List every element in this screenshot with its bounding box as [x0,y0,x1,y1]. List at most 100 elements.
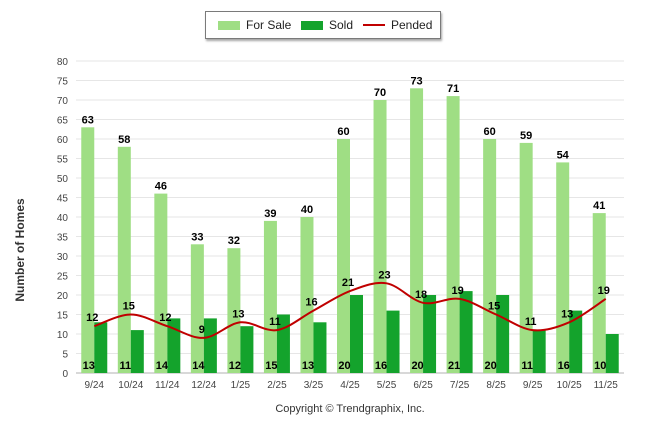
x-tick-label: 10/24 [118,380,143,391]
for-sale-value-label: 40 [301,204,313,216]
legend-label-sold: Sold [329,18,354,32]
y-tick-label: 70 [57,96,69,107]
sold-value-label: 20 [338,360,350,372]
x-tick-label: 4/25 [340,380,360,391]
pended-value-label: 13 [561,308,573,320]
y-tick-label: 35 [57,233,69,244]
for-sale-value-label: 32 [228,235,240,247]
x-tick-label: 11/24 [155,380,180,391]
sold-bar [532,330,546,373]
x-tick-label: 3/25 [304,380,324,391]
y-tick-label: 5 [62,350,68,361]
x-tick-label: 2/25 [267,380,287,391]
for-sale-value-label: 41 [593,200,605,212]
pended-line [93,281,607,339]
pended-series [93,281,607,339]
pended-value-label: 9 [199,324,205,336]
sold-bar [203,318,217,373]
y-tick-label: 0 [62,369,68,380]
sold-series [94,291,619,373]
pended-value-label: 19 [451,285,463,297]
axes: 0 5 10 15 20 25 30 35 40 45 50 55 60 65 70 75 80 9/24 10/2… [57,57,618,391]
sold-bar [569,310,583,373]
sold-value-label: 20 [411,360,423,372]
copyright-notice: Copyright © Trendgraphix, Inc. [275,403,425,415]
y-tick-label: 20 [57,291,69,302]
y-tick-label: 40 [57,213,69,224]
for-sale-value-label: 58 [118,134,130,146]
x-tick-label: 5/25 [377,380,397,391]
y-tick-label: 50 [57,174,69,185]
pended-value-label: 15 [123,301,135,313]
for-sale-value-label: 60 [484,126,496,138]
sold-bar [350,295,363,373]
for-sale-value-label: 63 [82,114,94,126]
x-tick-label: 1/25 [231,380,251,391]
x-tick-label: 8/25 [486,380,506,391]
for-sale-bar [227,248,241,373]
sold-value-label: 21 [448,360,460,372]
for-sale-bar [300,217,314,373]
for-sale-value-label: 46 [155,181,167,193]
x-tick-label: 9/24 [85,380,105,391]
y-tick-label: 60 [57,135,69,146]
for-sale-bar [263,220,277,373]
legend-item-sold[interactable]: Sold [301,12,353,38]
x-tick-label: 12/24 [191,380,216,391]
sold-value-label: 13 [83,360,95,372]
legend-item-for-sale[interactable]: For Sale [218,12,291,38]
pended-value-label: 12 [159,312,171,324]
for-sale-bar [556,162,570,373]
legend-item-pended[interactable]: Pended [363,12,432,38]
pended-value-label: 23 [378,269,390,281]
legend-label-pended: Pended [391,18,433,32]
sold-bar [459,291,473,373]
y-tick-label: 65 [57,116,69,127]
sold-value-label: 20 [485,360,497,372]
for-sale-bar [373,100,387,373]
y-tick-label: 30 [57,252,69,263]
for-sale-bar [519,142,533,373]
pended-value-label: 21 [342,277,354,289]
y-tick-label: 75 [57,77,69,88]
for-sale-bar [154,193,168,373]
pended-value-label: 15 [488,301,500,313]
sold-bar [313,322,327,373]
for-sale-value-label: 70 [374,87,386,99]
sold-bar [130,330,144,373]
y-tick-label: 55 [57,155,69,166]
sold-bar [167,318,181,373]
sold-value-label: 16 [375,360,387,372]
data-labels: 63 13 12 58 11 15 46 14 12 33 14 9 32 12 13 39 15 11 40 13 1… [82,75,610,372]
sold-value-label: 14 [192,360,205,372]
pended-value-label: 16 [305,297,317,309]
sold-bar [605,334,619,373]
for-sale-swatch [218,20,240,30]
sold-value-label: 11 [521,360,533,372]
sold-bar [423,295,437,373]
for-sale-value-label: 60 [337,126,349,138]
for-sale-bar [190,244,204,373]
pended-value-label: 12 [86,312,98,324]
for-sale-value-label: 59 [520,130,532,142]
pended-value-label: 11 [525,316,537,328]
for-sale-bar [337,139,350,373]
for-sale-value-label: 54 [557,149,570,161]
x-tick-label: 10/25 [557,380,582,391]
x-tick-label: 11/25 [594,380,619,391]
y-tick-label: 45 [57,194,69,205]
y-tick-label: 25 [57,272,69,283]
for-sale-value-label: 73 [410,75,422,87]
sold-bar [496,295,510,373]
legend: For Sale Sold Pended [205,11,441,39]
sold-value-label: 11 [119,360,131,372]
sold-bar [94,322,108,373]
y-axis-title: Number of Homes [13,198,27,302]
for-sale-bar [446,96,460,373]
sold-bar [386,310,400,373]
sold-value-label: 12 [229,360,241,372]
pended-value-label: 18 [415,289,427,301]
pended-value-label: 19 [598,285,610,297]
pended-value-label: 13 [232,308,244,320]
